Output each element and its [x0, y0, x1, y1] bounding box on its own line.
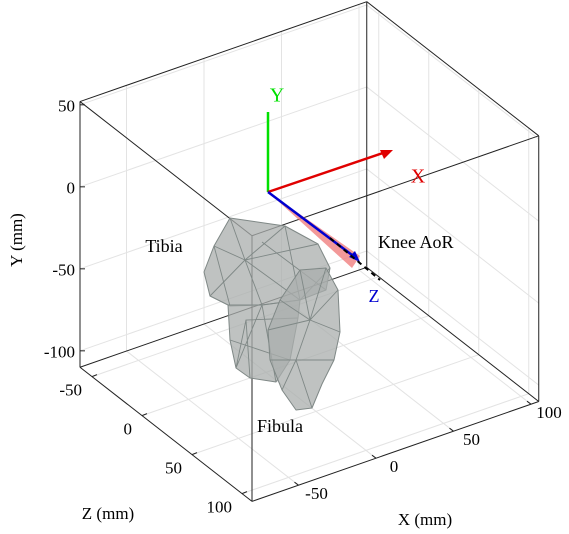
- box-edge: [367, 2, 539, 136]
- grid-line: [242, 394, 529, 494]
- grid-line: [192, 355, 479, 455]
- x-tick-label: 100: [536, 403, 562, 422]
- y-tick-label: 50: [58, 97, 75, 116]
- annotation: Tibia: [145, 236, 182, 256]
- box-edge: [80, 2, 367, 102]
- annotation: Y: [270, 85, 284, 107]
- z-tick-label: 100: [207, 498, 233, 517]
- x-tick: [372, 455, 376, 458]
- box-edge: [367, 267, 539, 401]
- x-tick: [295, 482, 299, 485]
- x-tick-label: -50: [305, 484, 328, 503]
- z-axis-label: Z (mm): [82, 504, 134, 523]
- x-axis-label: X (mm): [398, 510, 452, 529]
- annotation: X: [411, 166, 426, 188]
- x-tick: [527, 401, 531, 404]
- box-edge: [80, 102, 252, 236]
- y-tick-label: -50: [52, 261, 75, 280]
- z-tick-label: 0: [124, 420, 133, 439]
- annotation: Fibula: [257, 416, 303, 436]
- grid-line: [367, 87, 539, 221]
- y-axis-label: Y (mm): [7, 213, 26, 267]
- z-tick-label: 50: [165, 459, 182, 478]
- grid-line: [367, 5, 539, 139]
- box-edge: [252, 136, 539, 236]
- box-edge: [80, 367, 252, 501]
- y-tick-label: -100: [44, 343, 75, 362]
- x-tick-label: 50: [463, 430, 480, 449]
- x-tick-label: 0: [390, 457, 399, 476]
- annotation: Z: [369, 286, 380, 306]
- grid-line: [80, 5, 367, 105]
- x-tick: [450, 428, 454, 431]
- grid-line: [359, 270, 531, 404]
- grid-line: [367, 251, 539, 385]
- z-tick-label: -50: [59, 381, 82, 400]
- chart: -50 0 50 100 -100 -50 0 50 -50 0 50 100 X (mm) Z (mm)…: [0, 0, 569, 534]
- y-tick-label: 0: [67, 179, 76, 198]
- annotation: Knee AoR: [378, 232, 454, 252]
